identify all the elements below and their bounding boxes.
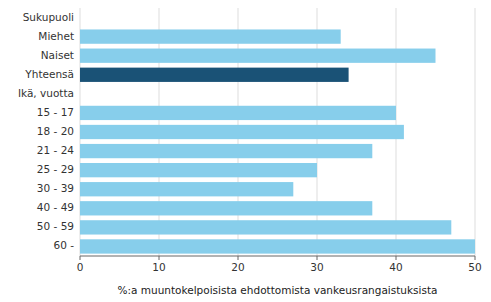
x-axis-line — [80, 256, 475, 257]
x-tick — [475, 256, 476, 260]
chart-svg: Sukupuoli Miehet Naiset Yhteensä Ikä, vuotta… — [0, 0, 491, 302]
bars — [80, 29, 475, 253]
bar — [80, 163, 317, 177]
x-tick-label: 30 — [310, 261, 323, 273]
bar — [80, 68, 349, 82]
bar — [80, 239, 475, 253]
bar — [80, 29, 341, 43]
bar — [80, 144, 372, 158]
x-axis-title: %:a muuntokelpoisista ehdottomista vanke… — [118, 284, 438, 296]
category-label: 18 - 20 — [37, 125, 74, 137]
category-label: Yhteensä — [24, 68, 74, 80]
bar — [80, 106, 396, 120]
x-tick-label: 10 — [152, 261, 165, 273]
x-tick-label: 40 — [389, 261, 402, 273]
x-tick-label: 50 — [468, 261, 481, 273]
bar — [80, 201, 372, 215]
x-tick — [238, 256, 239, 260]
category-label: Miehet — [38, 30, 74, 42]
bar — [80, 182, 293, 196]
x-tick — [396, 256, 397, 260]
category-label: Sukupuoli — [23, 11, 74, 23]
category-label: Naiset — [41, 49, 74, 61]
bar — [80, 220, 451, 234]
category-label: 60 - — [54, 239, 75, 251]
chart-container: Sukupuoli Miehet Naiset Yhteensä Ikä, vuotta… — [0, 0, 491, 302]
x-tick-label: 20 — [231, 261, 244, 273]
category-label: 15 - 17 — [37, 106, 74, 118]
category-label: 40 - 49 — [37, 201, 74, 213]
bar — [80, 125, 404, 139]
category-label: 25 - 29 — [37, 163, 74, 175]
grid-line — [475, 8, 476, 256]
x-tick — [159, 256, 160, 260]
bar — [80, 49, 436, 63]
category-label: 21 - 24 — [37, 144, 75, 156]
category-label: 50 - 59 — [37, 220, 74, 232]
x-tick — [80, 256, 81, 260]
x-axis: 0 10 20 30 40 50 %:a muuntokelpoisista ehdotto… — [77, 256, 482, 296]
x-tick — [317, 256, 318, 260]
y-axis: Sukupuoli Miehet Naiset Yhteensä Ikä, vuotta… — [18, 11, 74, 252]
x-tick-label: 0 — [77, 261, 84, 273]
grid — [80, 8, 475, 256]
category-label: 30 - 39 — [37, 182, 74, 194]
category-label: Ikä, vuotta — [18, 87, 74, 99]
